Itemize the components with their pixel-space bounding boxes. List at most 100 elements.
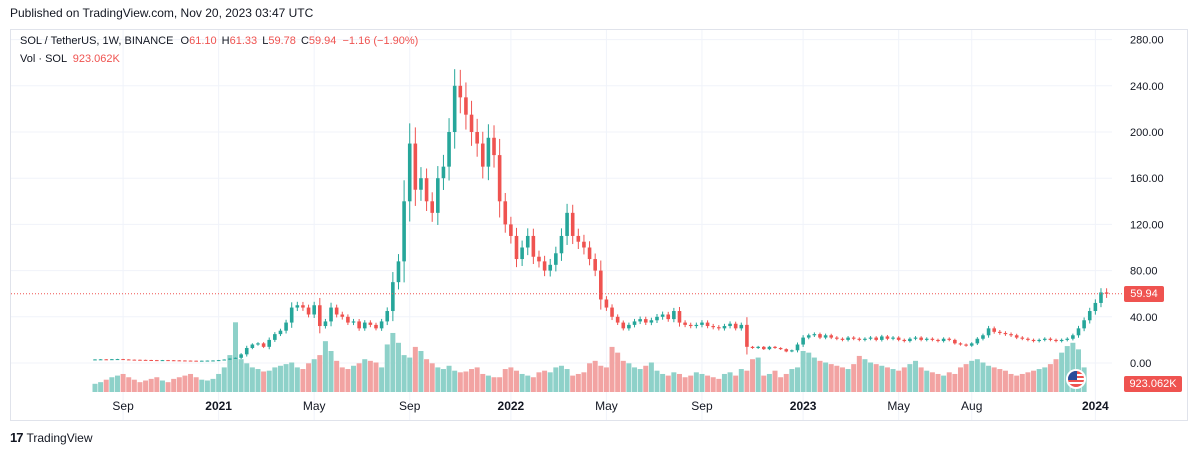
volume-bar: [530, 377, 536, 392]
candle-body: [509, 224, 513, 236]
volume-bar: [811, 357, 817, 392]
brand-name[interactable]: TradingView: [26, 430, 93, 445]
candle-body: [1031, 339, 1036, 342]
volume-bar: [418, 351, 424, 392]
tradingview-logo-icon[interactable]: 17: [10, 430, 24, 445]
volume-label[interactable]: Vol · SOL: [20, 53, 67, 65]
candle-body: [700, 322, 704, 325]
candle-body: [874, 337, 878, 340]
candle-body: [475, 132, 479, 144]
volume-bar: [373, 362, 379, 392]
candle-body: [660, 314, 665, 317]
candle-body: [143, 359, 148, 361]
volume-bar: [255, 369, 261, 392]
volume-bar: [407, 357, 413, 392]
candle-body: [329, 307, 333, 322]
candle-body: [413, 143, 418, 190]
candle-body: [278, 330, 283, 335]
candle-body: [160, 360, 165, 362]
footer: 17 TradingView: [10, 430, 93, 445]
chart-frame[interactable]: [10, 29, 1188, 421]
candle-body: [795, 344, 800, 351]
volume-bar: [598, 365, 604, 392]
volume-bar: [1014, 375, 1020, 392]
volume-bar: [817, 360, 823, 392]
volume-bar: [1036, 369, 1042, 392]
candle-body: [385, 311, 390, 322]
volume-bar: [671, 372, 677, 392]
candle-body: [908, 338, 912, 342]
candle-body: [863, 338, 867, 340]
volume-bar: [558, 365, 564, 392]
volume-bar: [688, 375, 694, 392]
volume-bar: [114, 375, 120, 392]
candle-body: [688, 324, 693, 327]
volume-bar: [463, 371, 469, 392]
volume-bar: [676, 373, 682, 392]
candle-body: [610, 307, 614, 317]
volume-bar: [823, 362, 829, 392]
candle-body: [346, 316, 350, 323]
candle-body: [256, 343, 260, 345]
candle-body: [1048, 338, 1053, 340]
candle-body: [1014, 335, 1019, 338]
candle-body: [1042, 338, 1047, 340]
volume-bar: [469, 369, 475, 392]
candle-body: [857, 338, 862, 340]
x-tick-label: Sep: [112, 399, 134, 413]
candle-body: [110, 359, 114, 361]
volume-bar: [772, 370, 778, 392]
candle-body: [1076, 328, 1081, 336]
candle-body: [1087, 311, 1092, 321]
candle-body: [1020, 337, 1025, 339]
volume-bar: [868, 362, 874, 392]
volume-bar: [834, 365, 840, 392]
candle-body: [913, 337, 918, 339]
y-tick-label: 80.00: [1130, 266, 1158, 278]
volume-bar: [935, 373, 941, 392]
volume-bar: [637, 369, 643, 392]
volume-bar: [171, 378, 177, 392]
y-tick-label: 240.00: [1130, 81, 1164, 93]
candle-body: [733, 323, 738, 329]
candle-body: [784, 349, 789, 352]
candle-body: [969, 343, 974, 346]
candle-body: [1093, 302, 1098, 312]
candle-body: [93, 359, 97, 361]
candle-body: [233, 357, 238, 359]
volume-bar: [733, 375, 739, 392]
candle-body: [301, 305, 305, 308]
volume-bar: [564, 369, 570, 392]
candle-body: [818, 334, 822, 338]
volume-bar: [328, 351, 334, 392]
volume-bar: [176, 377, 182, 392]
candle-body: [357, 321, 361, 329]
candle-body: [570, 212, 575, 236]
candle-body: [1054, 339, 1058, 342]
candle-body: [840, 338, 845, 340]
candle-body: [155, 360, 159, 362]
candle-body: [851, 337, 856, 339]
candle-body: [216, 360, 221, 362]
volume-bar: [716, 378, 722, 392]
volume-bar: [643, 365, 649, 392]
volume-bar: [525, 375, 531, 392]
volume-bar: [986, 365, 992, 392]
symbol-label[interactable]: SOL / TetherUS, 1W, BINANCE: [20, 35, 174, 47]
candle-body: [402, 201, 406, 262]
volume-bar: [941, 375, 947, 392]
us-flag-icon[interactable]: [1066, 369, 1086, 389]
candle-body: [761, 346, 766, 350]
volume-bar: [446, 365, 452, 392]
candle-body: [677, 311, 682, 323]
x-tick-label: May: [303, 399, 326, 413]
volume-bar: [497, 377, 503, 392]
volume-bar: [188, 373, 194, 392]
candle-body: [790, 350, 794, 352]
volume-bar: [435, 367, 441, 392]
candle-body: [430, 201, 434, 213]
y-tick-label: 0.00: [1130, 358, 1151, 370]
volume-bar: [721, 373, 727, 392]
volume-bar: [766, 373, 772, 392]
